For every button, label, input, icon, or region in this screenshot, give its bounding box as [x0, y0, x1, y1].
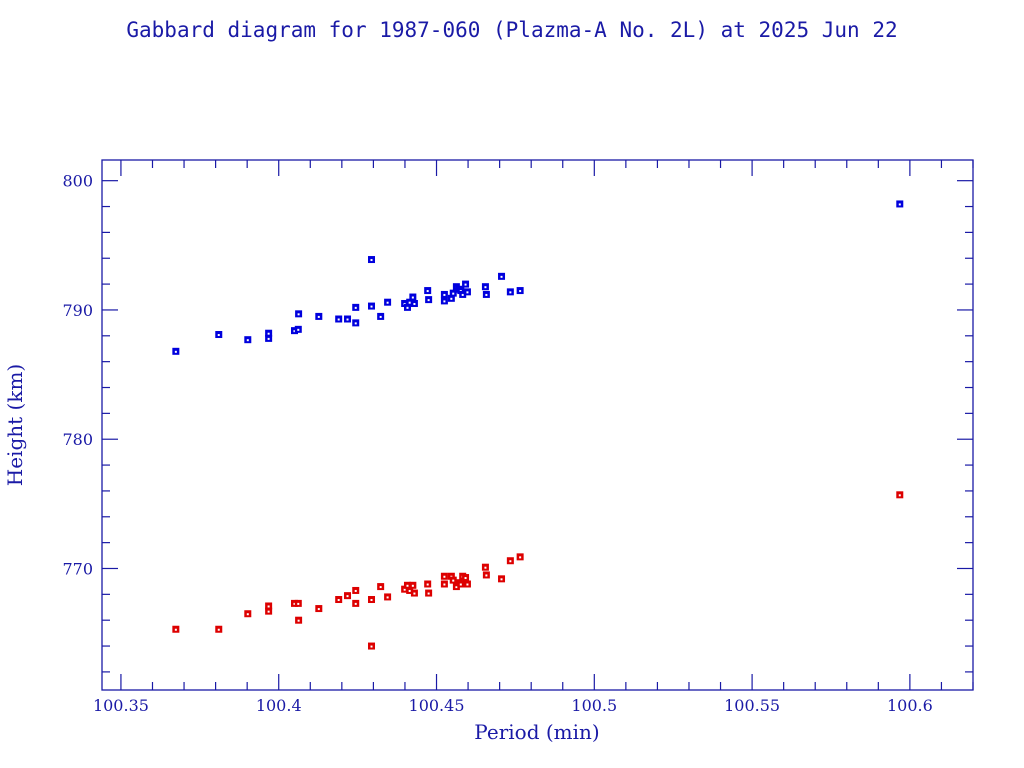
apogee-point-mark	[443, 300, 446, 303]
apogee-point-mark	[485, 293, 488, 296]
perigee-point-mark	[452, 579, 455, 582]
apogee-point-mark	[427, 299, 430, 302]
x-tick-label: 100.5	[571, 696, 617, 715]
apogee-point-mark	[413, 302, 416, 305]
perigee-point-mark	[464, 577, 467, 580]
perigee-point-mark	[484, 566, 487, 569]
perigee-point-mark	[411, 584, 414, 587]
apogee-point-mark	[386, 301, 389, 304]
apogee-point-mark	[500, 275, 503, 278]
apogee-point-mark	[406, 306, 409, 309]
perigee-point-mark	[485, 574, 488, 577]
plot-frame	[101, 159, 974, 691]
perigee-point-mark	[370, 645, 373, 648]
perigee-point-mark	[346, 595, 349, 598]
perigee-point-mark	[174, 628, 177, 631]
perigee-point-mark	[426, 583, 429, 586]
x-tick-label: 100.4	[256, 696, 302, 715]
apogee-point-mark	[267, 337, 270, 340]
apogee-point-mark	[461, 293, 464, 296]
perigee-point-mark	[509, 560, 512, 563]
apogee-point-mark	[317, 315, 320, 318]
apogee-point-mark	[464, 283, 467, 286]
apogee-point-mark	[267, 332, 270, 335]
apogee-point-mark	[354, 322, 357, 325]
apogee-point-mark	[337, 318, 340, 321]
perigee-point-mark	[267, 605, 270, 608]
perigee-point-mark	[217, 628, 220, 631]
x-tick-labels: 100.35 100.4 100.45 100.5 100.55 100.6	[93, 696, 933, 715]
perigee-point-mark	[297, 619, 300, 622]
apogee-point-mark	[443, 293, 446, 296]
apogee-point-mark	[346, 318, 349, 321]
apogee-point-mark	[450, 297, 453, 300]
y-tick-labels: 770 780 790 800	[62, 172, 93, 579]
perigee-point-mark	[354, 589, 357, 592]
perigee-point-mark	[370, 599, 373, 602]
perigee-point-mark	[293, 602, 296, 605]
perigee-point-mark	[898, 494, 901, 497]
apogee-point-mark	[484, 286, 487, 289]
perigee-point-mark	[379, 586, 382, 589]
apogee-point-mark	[509, 291, 512, 294]
perigee-point-mark	[354, 602, 357, 605]
perigee-point-mark	[443, 583, 446, 586]
apogee-point-mark	[293, 330, 296, 333]
perigee-point-mark	[403, 588, 406, 591]
perigee-point-mark	[519, 556, 522, 559]
apogee-point-mark	[466, 291, 469, 294]
perigee-point-mark	[408, 589, 411, 592]
y-tick-label: 800	[62, 172, 93, 191]
apogee-point-mark	[898, 203, 901, 206]
apogee-point-mark	[354, 306, 357, 309]
series-perigee	[172, 491, 904, 650]
perigee-point-mark	[459, 583, 462, 586]
apogee-point-mark	[217, 334, 220, 337]
apogee-point-mark	[408, 301, 411, 304]
perigee-point-mark	[317, 608, 320, 611]
perigee-point-mark	[413, 592, 416, 595]
perigee-point-mark	[455, 586, 458, 589]
perigee-point-mark	[443, 575, 446, 578]
apogee-point-mark	[370, 305, 373, 308]
y-tick-label: 780	[62, 430, 93, 449]
perigee-point-mark	[337, 599, 340, 602]
apogee-point-mark	[452, 292, 455, 295]
chart-title: Gabbard diagram for 1987-060 (Plazma-A N…	[126, 18, 897, 42]
perigee-point-mark	[267, 610, 270, 613]
axis-ticks	[102, 160, 974, 690]
x-axis-label: Period (min)	[474, 720, 599, 744]
apogee-point-mark	[370, 259, 373, 262]
perigee-point-mark	[427, 592, 430, 595]
perigee-point-mark	[246, 613, 249, 616]
apogee-point-mark	[411, 296, 414, 299]
perigee-point-mark	[500, 578, 503, 581]
apogee-point-mark	[379, 315, 382, 318]
y-tick-label: 790	[62, 301, 93, 320]
data-points	[172, 200, 904, 650]
apogee-point-mark	[519, 290, 522, 293]
x-tick-label: 100.45	[409, 696, 465, 715]
y-tick-label: 770	[62, 559, 93, 578]
apogee-point-mark	[426, 290, 429, 293]
apogee-point-mark	[297, 328, 300, 331]
perigee-point-mark	[386, 596, 389, 599]
apogee-point-mark	[297, 313, 300, 316]
series-apogee	[172, 200, 904, 355]
perigee-point-mark	[466, 583, 469, 586]
x-tick-label: 100.6	[887, 696, 933, 715]
apogee-point-mark	[246, 339, 249, 342]
x-tick-label: 100.35	[93, 696, 149, 715]
x-tick-label: 100.55	[724, 696, 780, 715]
perigee-point-mark	[406, 584, 409, 587]
y-axis-label: Height (km)	[3, 364, 27, 486]
perigee-point-mark	[297, 602, 300, 605]
apogee-point-mark	[174, 350, 177, 353]
